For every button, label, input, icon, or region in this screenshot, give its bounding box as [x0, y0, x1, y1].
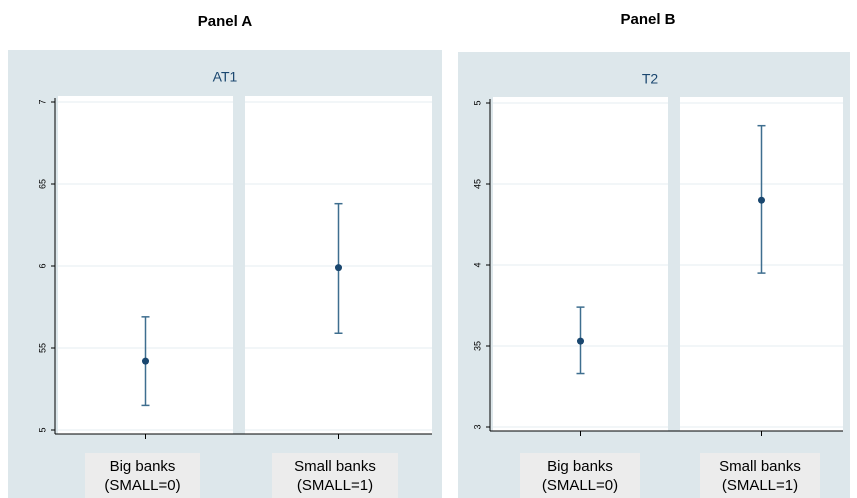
y-tick-label: 55: [37, 343, 47, 353]
category-box: [272, 453, 398, 498]
y-tick-label: 35: [472, 341, 482, 351]
y-tick-label: 5: [472, 100, 482, 105]
panel-subtitle: T2: [642, 71, 659, 87]
x-tick-label: Small banks: [719, 458, 801, 475]
point: [758, 196, 765, 204]
x-tick-label: Big banks: [110, 458, 176, 475]
x-tick-label: Small banks: [294, 458, 376, 475]
point: [335, 264, 342, 272]
category-box: [700, 453, 820, 498]
panel-title: Panel B: [620, 11, 675, 28]
x-tick-label: (SMALL=1): [722, 477, 798, 494]
point: [577, 337, 584, 345]
x-tick-label: Big banks: [547, 458, 613, 475]
y-tick-label: 4: [472, 262, 482, 267]
panel-subtitle: AT1: [213, 69, 238, 85]
point: [142, 357, 149, 365]
y-tick-label: 5: [37, 427, 47, 432]
y-tick-label: 65: [37, 179, 47, 189]
y-tick-label: 45: [472, 179, 482, 189]
x-tick-label: (SMALL=1): [297, 477, 373, 494]
x-tick-label: (SMALL=0): [542, 477, 618, 494]
category-box: [520, 453, 640, 498]
panel-title: Panel A: [198, 13, 253, 30]
y-tick-label: 6: [37, 263, 47, 268]
plot-area: [493, 97, 668, 431]
category-box: [85, 453, 200, 498]
y-tick-label: 3: [472, 424, 482, 429]
x-tick-label: (SMALL=0): [104, 477, 180, 494]
y-tick-label: 7: [37, 99, 47, 104]
